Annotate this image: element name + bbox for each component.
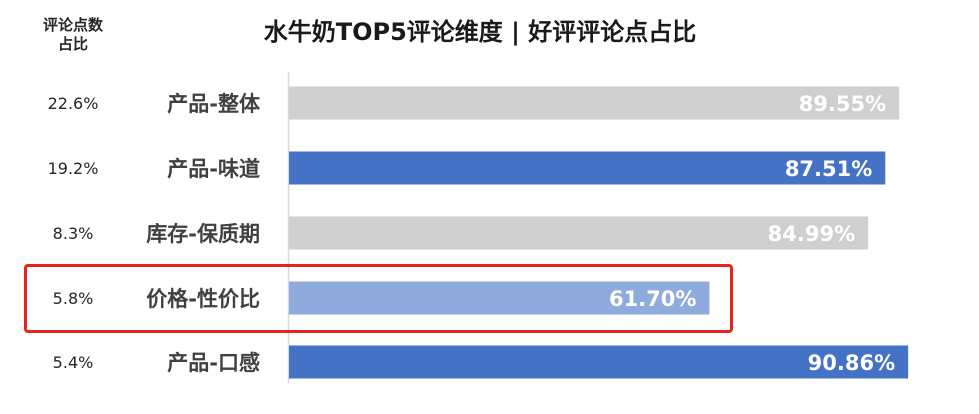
- share-column-header: 评论点数 占比: [42, 16, 103, 53]
- bar-value-label: 84.99%: [768, 222, 855, 246]
- share-label: 19.2%: [48, 159, 99, 178]
- category-label: 价格-性价比: [146, 287, 260, 311]
- bar-value-label: 90.86%: [808, 351, 895, 375]
- bar-value-label: 87.51%: [785, 157, 872, 181]
- bar: [289, 345, 909, 379]
- highlight-box: [24, 264, 733, 333]
- share-label: 5.4%: [53, 353, 94, 372]
- share-label: 22.6%: [48, 94, 99, 113]
- bar: [289, 86, 900, 120]
- category-label: 库存-保质期: [146, 222, 260, 246]
- share-label: 8.3%: [53, 224, 94, 243]
- bar-value-label: 89.55%: [799, 92, 886, 116]
- category-label: 产品-整体: [167, 92, 261, 116]
- chart-title: 水牛奶TOP5评论维度 | 好评评论点占比: [263, 18, 697, 46]
- bar: [289, 151, 886, 185]
- share-label: 5.8%: [53, 289, 94, 308]
- bar: [289, 216, 869, 250]
- category-label: 产品-味道: [167, 157, 260, 181]
- bar: [289, 281, 710, 315]
- category-label: 产品-口感: [167, 351, 260, 375]
- bar-value-label: 61.70%: [609, 287, 696, 311]
